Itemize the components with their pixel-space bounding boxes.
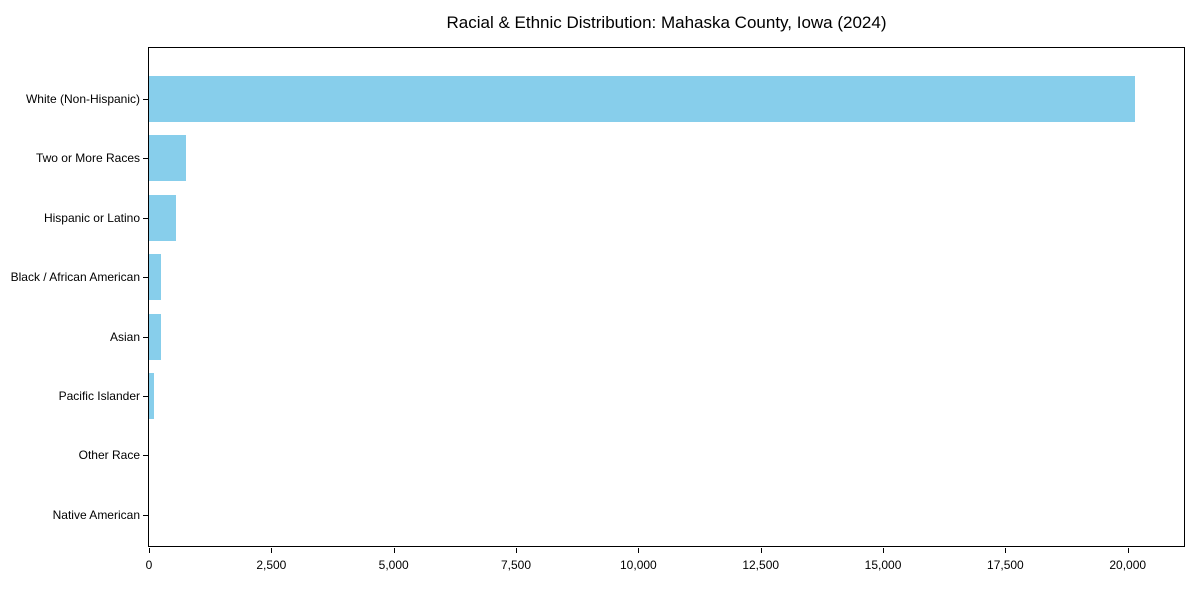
y-tick-mark [143,396,148,397]
x-tick-label: 12,500 [742,558,780,572]
y-tick-label: Pacific Islander [58,389,140,403]
y-tick-mark [143,514,148,516]
x-tick-mark [638,548,640,553]
y-tick-label: Native American [52,507,140,522]
x-tick-mark [883,548,885,553]
x-tick-mark [271,548,273,553]
y-tick-label: Hispanic or Latino [43,210,140,225]
x-tick-mark [516,548,518,553]
chart-title: Racial & Ethnic Distribution: Mahaska Co… [446,13,887,32]
y-tick-mark [143,158,148,160]
bar-asian [149,313,161,360]
x-tick-label: 0 [145,558,153,572]
y-tick-label: White (Non-Hispanic) [25,92,140,106]
y-tick-mark [143,336,148,338]
x-tick-label: 7,500 [501,558,532,572]
y-tick-mark [143,217,148,219]
x-tick-label: 5,000 [378,558,409,572]
y-tick-label: Asian [109,329,140,344]
y-tick-mark [143,277,148,279]
x-tick-mark [393,548,395,553]
plot-area: White (Non-Hispanic) Two or More Races His… [11,47,1185,572]
y-tick-mark [143,455,148,457]
bar-two-or-more-races [149,135,186,182]
x-tick-mark [1005,548,1007,553]
y-tick-mark [143,99,148,100]
y-tick-label: Two or More Races [35,151,140,166]
bar-pacific-islander [149,373,154,419]
x-tick-mark [149,548,150,553]
x-tick-label: 20,000 [1109,558,1147,572]
x-tick-mark [1127,548,1129,553]
x-tick-label: 15,000 [864,558,902,572]
x-tick-label: 2,500 [256,558,287,572]
x-tick-label: 10,000 [620,558,657,572]
x-tick-mark [760,548,762,553]
bar-white-non-hispanic [149,76,1136,122]
x-tick-label: 17,500 [987,558,1024,572]
bar-hispanic-or-latino [149,194,176,241]
y-tick-label: Other Race [78,448,140,463]
y-tick-label: Black / African American [10,270,140,285]
bar-black-african-american [149,254,162,301]
